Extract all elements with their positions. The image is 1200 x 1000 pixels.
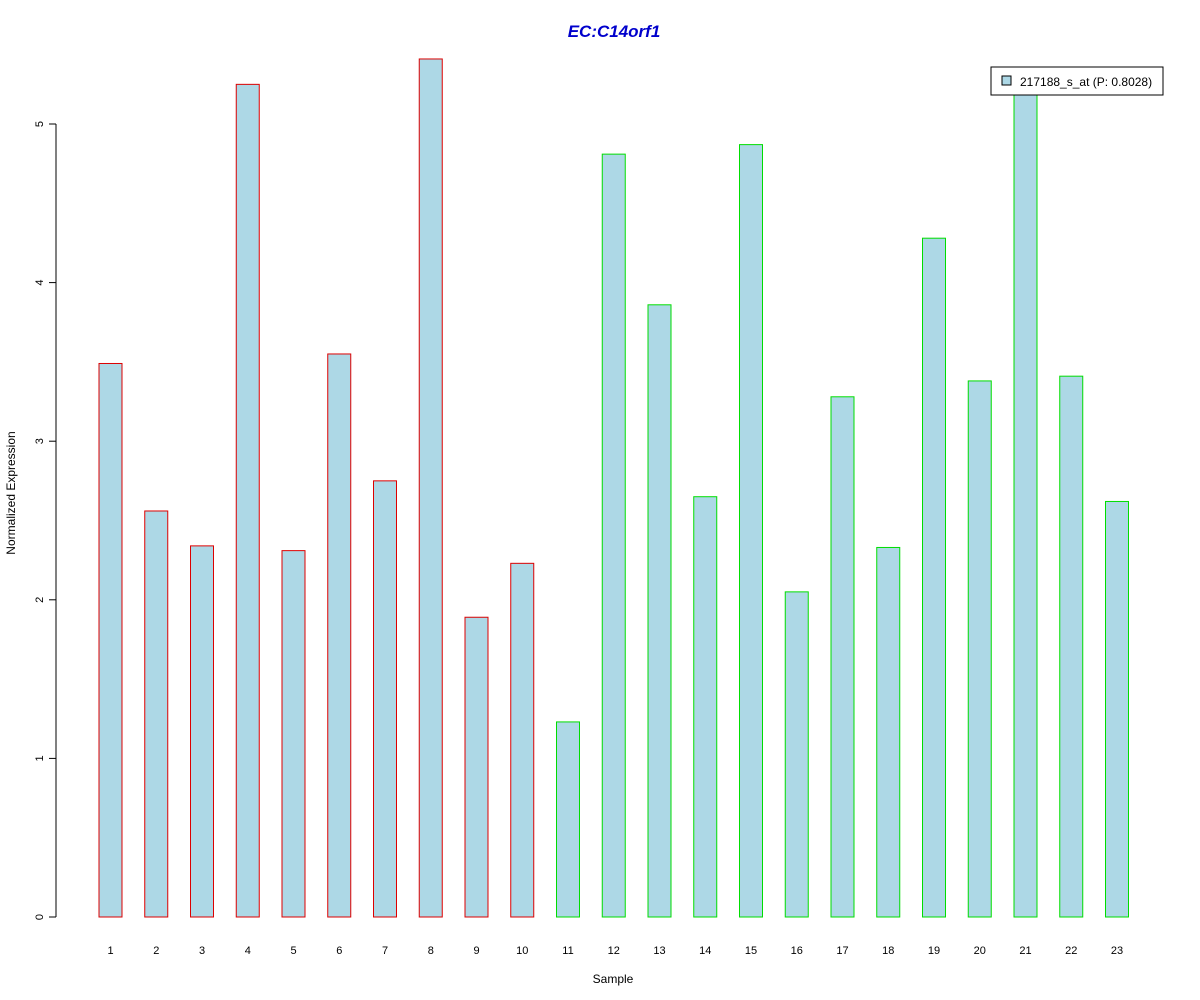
bars-group xyxy=(98,58,1129,918)
bar-sample-20 xyxy=(967,380,992,918)
legend-swatch xyxy=(1001,75,1012,86)
bar-sample-16 xyxy=(784,591,809,918)
legend: 217188_s_at (P: 0.8028) xyxy=(990,66,1164,96)
chart-title: EC:C14orf1 xyxy=(568,22,661,41)
x-tick-label: 13 xyxy=(653,945,665,957)
bar-sample-8 xyxy=(418,58,443,918)
x-tick-label: 9 xyxy=(473,945,479,957)
x-tick-label: 10 xyxy=(516,945,528,957)
x-tick-label: 5 xyxy=(290,945,296,957)
x-tick-label: 11 xyxy=(562,945,573,957)
bar-sample-9 xyxy=(464,616,489,918)
x-axis-label: Sample xyxy=(593,972,634,986)
x-tick-label: 19 xyxy=(928,945,940,957)
y-tick-label: 1 xyxy=(34,755,46,761)
x-tick-label: 2 xyxy=(153,945,159,957)
bar-sample-15 xyxy=(739,144,763,918)
x-tick-label: 21 xyxy=(1019,945,1031,957)
bar-sample-11 xyxy=(556,721,580,918)
x-tick-label: 20 xyxy=(974,945,986,957)
x-tick-label: 12 xyxy=(608,945,620,957)
bar-sample-1 xyxy=(98,362,123,918)
bar-sample-14 xyxy=(693,496,718,918)
x-tick-label: 14 xyxy=(699,945,711,957)
y-axis-label: Normalized Expression xyxy=(4,431,18,554)
bar-sample-7 xyxy=(373,480,397,918)
x-tick-label: 3 xyxy=(199,945,205,957)
y-tick-label: 3 xyxy=(34,438,46,444)
bar-sample-23 xyxy=(1105,500,1129,918)
x-tick-label: 17 xyxy=(836,945,848,957)
bar-sample-18 xyxy=(876,546,901,918)
x-tick-label: 23 xyxy=(1111,945,1123,957)
x-tick-label: 1 xyxy=(107,945,113,957)
legend-label: 217188_s_at (P: 0.8028) xyxy=(1020,75,1152,89)
bar-sample-19 xyxy=(922,237,946,918)
bar-sample-17 xyxy=(830,396,855,918)
bar-sample-10 xyxy=(510,562,535,918)
x-tick-label: 22 xyxy=(1065,945,1077,957)
bar-sample-13 xyxy=(647,304,672,918)
y-tick-label: 4 xyxy=(34,280,46,286)
bar-sample-21 xyxy=(1013,83,1038,918)
x-tick-label: 8 xyxy=(428,945,434,957)
x-axis-tick-labels: 1 2 3 4 5 6 7 8 9 10 11 12 13 14 15 16 17 18 19 20 21 22 23 xyxy=(107,945,1123,957)
bar-sample-12 xyxy=(601,153,626,918)
y-axis-ticks: 0 1 2 3 4 5 xyxy=(34,121,56,920)
y-tick-label: 5 xyxy=(34,121,46,127)
bar-sample-4 xyxy=(235,83,260,918)
bar-sample-2 xyxy=(144,510,169,918)
x-tick-label: 7 xyxy=(382,945,388,957)
x-tick-label: 16 xyxy=(791,945,803,957)
y-tick-label: 0 xyxy=(34,914,46,920)
x-tick-label: 6 xyxy=(336,945,342,957)
bar-sample-3 xyxy=(190,545,214,918)
bar-sample-5 xyxy=(281,550,306,918)
x-tick-label: 4 xyxy=(245,945,251,957)
x-tick-label: 15 xyxy=(745,945,757,957)
bar-sample-22 xyxy=(1059,375,1084,918)
legend-box xyxy=(990,66,1164,96)
bar-sample-6 xyxy=(327,353,352,918)
x-tick-label: 18 xyxy=(882,945,894,957)
y-tick-label: 2 xyxy=(34,597,46,603)
